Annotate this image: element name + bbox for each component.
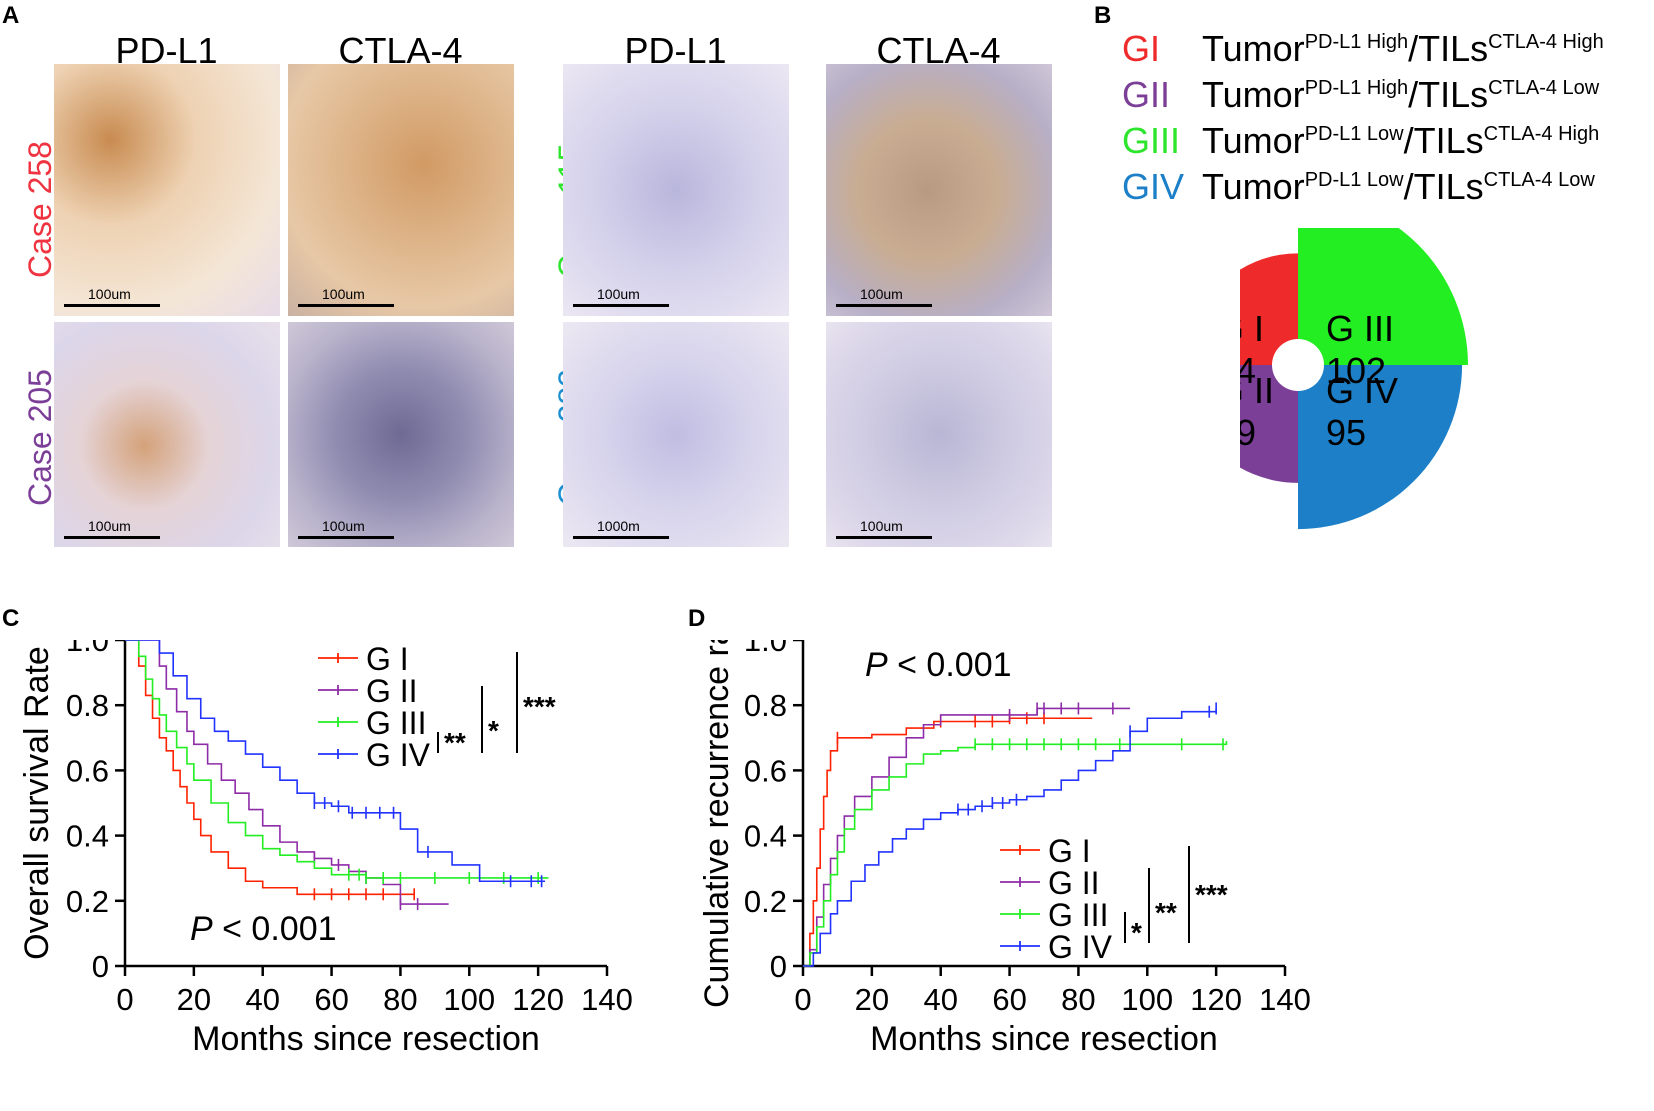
x-axis-label: Months since resection [870,1020,1218,1058]
x-tick-label: 100 [443,982,495,1017]
legend-code-gii: GII [1122,74,1171,115]
panel-letter-b: B [1094,2,1112,29]
legend-label-gii: G II [366,673,418,709]
legend-code-gi: GI [1122,28,1161,69]
y-axis-label: Overall survival Rate [18,646,56,960]
y-tick-label: 0.8 [744,688,787,723]
y-tick-label: 0.8 [66,688,109,723]
x-axis-label: Months since resection [192,1020,540,1058]
y-tick-label: 0.2 [744,884,787,919]
rose-label-gii: G II [1240,370,1274,411]
micrograph-case115-ctla4: 100um [826,64,1052,316]
x-tick-label: 20 [855,982,889,1017]
x-tick-label: 40 [923,982,957,1017]
legend-row-gi: GI TumorPD-L1 High/TILsCTLA-4 High [1122,28,1604,69]
rose-label-giv: G IV [1326,370,1398,411]
significance-label: *** [523,691,556,722]
rose-value-gii: 49 [1240,412,1256,453]
rose-slice-giii [1298,228,1468,365]
x-tick-label: 120 [512,982,564,1017]
series-line-giii [125,640,549,879]
significance-label: * [488,715,499,746]
legend-row-giii: GIII TumorPD-L1 Low/TILsCTLA-4 High [1122,120,1600,161]
rose-value-giii: 102 [1326,350,1386,391]
legend-row-giv: GIV TumorPD-L1 Low/TILsCTLA-4 Low [1122,166,1595,207]
y-axis-label: Cumulative recurrence rate [700,640,736,1008]
micrograph-case283-pdl1: 1000m [563,322,789,547]
legend-label-gii: G II [1048,865,1100,901]
recurrence-chart: 0 0.2 0.4 0.6 0.8 1.0 0 20 40 60 80 100 120 140 Months… [700,640,1311,1058]
y-tick-label: 0.2 [66,884,109,919]
legend-label-giii: G III [366,705,426,741]
rose-label-gi: G I [1240,308,1264,349]
series-line-giii [803,741,1228,967]
micrograph-case115-pdl1: 100um [563,64,789,316]
rose-value-giv: 95 [1326,412,1366,453]
x-tick-label: 80 [383,982,417,1017]
rose-value-gi: 44 [1240,350,1256,391]
y-tick-label: 0.4 [744,819,787,854]
x-tick-label: 60 [314,982,348,1017]
legend-label-giii: G III [1048,897,1108,933]
significance-label: * [1131,917,1142,948]
y-tick-label: 0.4 [66,819,109,854]
panel-letter-a: A [2,2,20,29]
significance-label: *** [1195,879,1228,910]
series-line-gi [125,640,415,896]
rose-center-hole [1272,339,1324,391]
rose-slice-gii [1240,365,1298,483]
rose-slice-gi [1240,253,1298,365]
rose-slice-giv [1298,365,1463,530]
y-tick-label: 1.0 [744,640,787,658]
significance-label: ** [1155,897,1177,928]
micrograph-case205-ctla4: 100um [288,322,514,547]
p-value-label: P < 0.001 [190,910,337,948]
survival-chart: 0 0.2 0.4 0.6 0.8 1.0 0 20 40 60 80 100 120 140 Months… [18,640,633,1058]
x-tick-label: 0 [794,982,811,1017]
x-tick-label: 140 [581,982,633,1017]
panel-letter-c: C [2,605,20,632]
legend-code-giv: GIV [1122,166,1185,207]
y-tick-label: 0.6 [744,753,787,788]
legend-label-gi: G I [1048,833,1091,869]
micrograph-case283-ctla4: 100um [826,322,1052,547]
legend-row-gii: GII TumorPD-L1 High/TILsCTLA-4 Low [1122,74,1600,115]
panel-letter-d: D [688,605,706,632]
series-line-giv [125,640,546,883]
x-tick-label: 40 [245,982,279,1017]
x-tick-label: 20 [177,982,211,1017]
x-tick-label: 60 [992,982,1026,1017]
y-tick-label: 0 [770,949,787,984]
x-tick-label: 80 [1061,982,1095,1017]
series-line-giv [803,708,1217,967]
rose-label-giii: G III [1326,308,1394,349]
x-tick-label: 0 [116,982,133,1017]
micrograph-case258-ctla4: 100um [288,64,514,316]
x-tick-label: 120 [1190,982,1242,1017]
significance-label: ** [444,727,466,758]
micrograph-case205-pdl1: 100um [54,322,280,547]
y-tick-label: 1.0 [66,640,109,658]
legend-label-giv: G IV [366,737,431,773]
y-tick-label: 0 [92,949,109,984]
legend-label-gi: G I [366,641,409,677]
micrograph-case258-pdl1: 100um [54,64,280,316]
x-tick-label: 100 [1121,982,1173,1017]
x-tick-label: 140 [1259,982,1311,1017]
p-value-label: P < 0.001 [865,646,1012,684]
y-tick-label: 0.6 [66,753,109,788]
series-line-gi [803,717,1093,967]
legend-code-giii: GIII [1122,120,1181,161]
legend-label-giv: G IV [1048,929,1113,965]
